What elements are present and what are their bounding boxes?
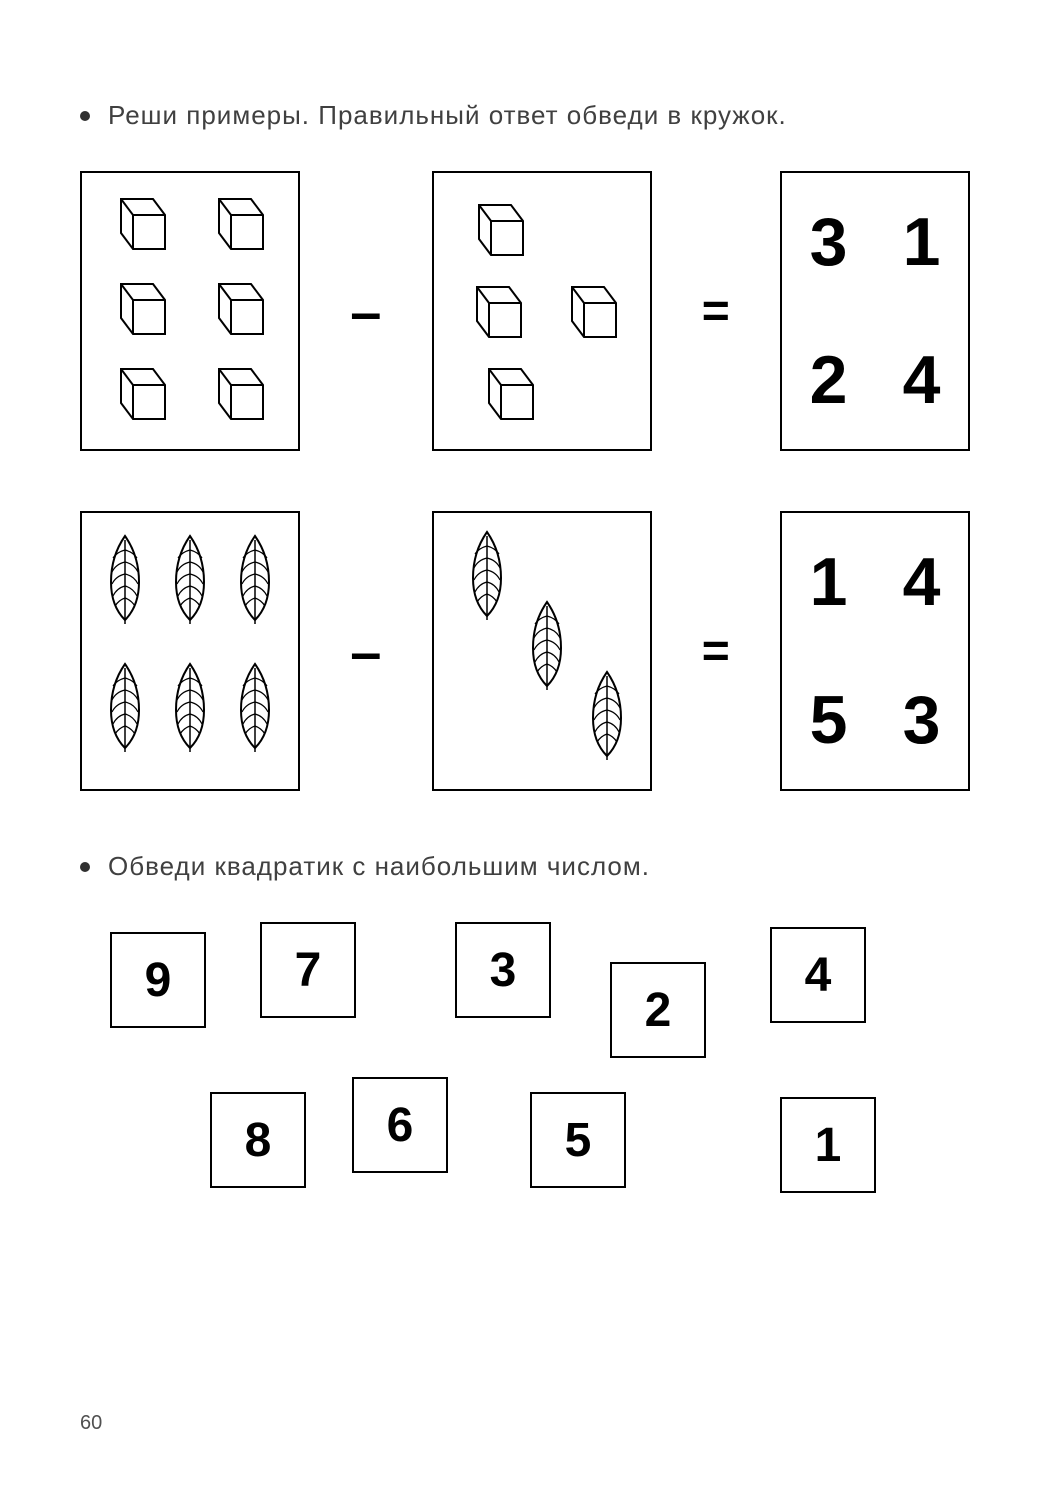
eq2-right-box <box>432 511 652 791</box>
eq2-ans-3[interactable]: 3 <box>903 681 941 759</box>
cube-icon <box>101 361 181 431</box>
num-square-3[interactable]: 2 <box>610 962 706 1058</box>
instruction-1: Реши примеры. Правильный ответ обведи в … <box>80 100 970 131</box>
leaf-icon <box>579 668 635 768</box>
cube-icon <box>199 276 279 346</box>
leaf-icon <box>97 532 153 642</box>
leaf-icon <box>97 660 153 770</box>
page-number: 60 <box>80 1412 102 1435</box>
num-square-2[interactable]: 3 <box>455 922 551 1018</box>
eq1-left-box <box>80 171 300 451</box>
bullet-icon <box>80 111 90 121</box>
eq2-ans-2[interactable]: 5 <box>810 681 848 759</box>
eq2-answer-box[interactable]: 1 4 5 3 <box>780 511 970 791</box>
leaf-icon <box>459 528 515 628</box>
eq1-ans-3[interactable]: 4 <box>903 341 941 419</box>
cube-icon <box>101 191 181 261</box>
instruction-2-text: Обведи квадратик с наибольшим числом. <box>108 851 650 882</box>
number-squares-area: 9 7 3 2 4 8 6 5 1 <box>80 922 970 1302</box>
cube-icon <box>469 361 544 426</box>
eq1-ans-2[interactable]: 2 <box>810 341 848 419</box>
leaf-icon <box>162 532 218 642</box>
num-square-7[interactable]: 5 <box>530 1092 626 1188</box>
num-square-6[interactable]: 6 <box>352 1077 448 1173</box>
leaf-icon <box>519 598 575 698</box>
num-square-5[interactable]: 8 <box>210 1092 306 1188</box>
eq2-left-box <box>80 511 300 791</box>
equation-row-2: – = 1 4 5 3 <box>80 511 970 791</box>
eq1-equals: = <box>702 284 730 339</box>
instruction-2: Обведи квадратик с наибольшим числом. <box>80 851 970 882</box>
eq2-equals: = <box>702 624 730 679</box>
cube-icon <box>457 279 532 344</box>
cube-icon <box>199 361 279 431</box>
num-square-4[interactable]: 4 <box>770 927 866 1023</box>
leaf-icon <box>227 532 283 642</box>
eq1-operator: – <box>350 279 381 344</box>
cube-icon <box>101 276 181 346</box>
num-square-0[interactable]: 9 <box>110 932 206 1028</box>
eq2-ans-1[interactable]: 4 <box>903 543 941 621</box>
eq1-answer-box[interactable]: 3 1 2 4 <box>780 171 970 451</box>
eq2-operator: – <box>350 619 381 684</box>
eq2-ans-0[interactable]: 1 <box>810 543 848 621</box>
eq1-ans-1[interactable]: 1 <box>903 203 941 281</box>
eq1-right-box <box>432 171 652 451</box>
cube-icon <box>459 197 534 262</box>
leaf-icon <box>227 660 283 770</box>
num-square-1[interactable]: 7 <box>260 922 356 1018</box>
instruction-1-text: Реши примеры. Правильный ответ обведи в … <box>108 100 787 131</box>
cube-icon <box>552 279 627 344</box>
eq1-ans-0[interactable]: 3 <box>810 203 848 281</box>
num-square-8[interactable]: 1 <box>780 1097 876 1193</box>
bullet-icon <box>80 862 90 872</box>
leaf-icon <box>162 660 218 770</box>
equation-row-1: – = 3 1 2 4 <box>80 171 970 451</box>
cube-icon <box>199 191 279 261</box>
